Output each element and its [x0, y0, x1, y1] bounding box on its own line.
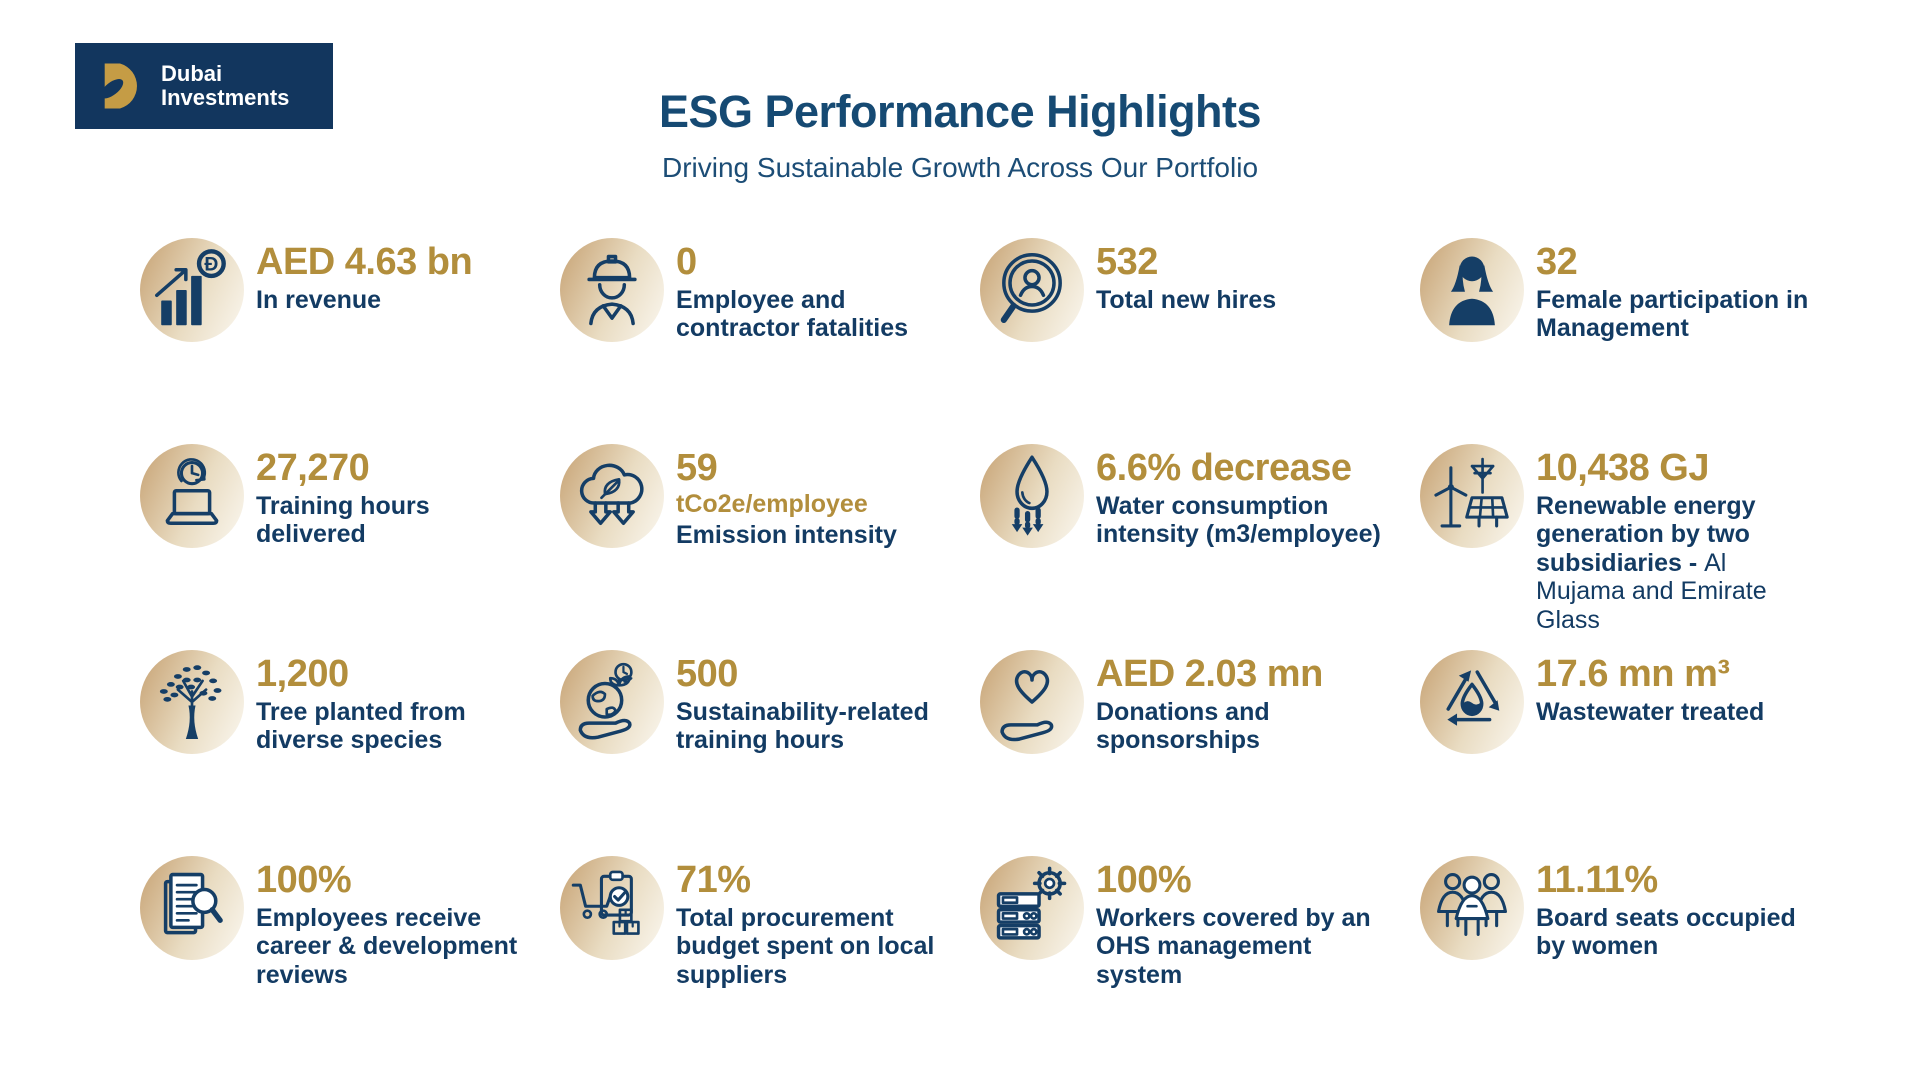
stat-text: AED 4.63 bn In revenue [256, 238, 473, 314]
svg-text:Đ: Đ [204, 254, 218, 276]
women-board-icon [1420, 856, 1524, 960]
stat-value: 100% [1096, 859, 1192, 901]
stat-item-female-participation: 32 Female participation in Management [1420, 238, 1820, 444]
stat-text: 6.6% decrease Water consumption intensit… [1096, 444, 1384, 549]
stat-label: Employee and contractor fatalities [676, 285, 909, 343]
stat-text: 0 Employee and contractor fatalities [676, 238, 964, 343]
stat-label: Workers covered by an OHS management sys… [1096, 903, 1371, 989]
stat-value: 10,438 GJ [1536, 447, 1709, 489]
stat-value: 17.6 mn m³ [1536, 653, 1730, 695]
stat-subvalue: tCo2e/employee [676, 489, 868, 518]
dubai-investments-logo: Dubai Investments [75, 43, 333, 129]
stat-text: 532 Total new hires [1096, 238, 1276, 314]
stat-item-fatalities: 0 Employee and contractor fatalities [560, 238, 980, 444]
page-title: ESG Performance Highlights [658, 86, 1262, 137]
tree-icon [140, 650, 244, 754]
stat-value: 71% [676, 859, 751, 901]
stat-label: Total procurement budget spent on local … [676, 903, 935, 989]
stat-item-renewable-energy: 10,438 GJ Renewable energy generation by… [1420, 444, 1820, 650]
stat-value: 32 [1536, 241, 1578, 283]
stat-label: Renewable energy generation by two subsi… [1536, 492, 1820, 635]
stat-text: 100% Employees receive career & developm… [256, 856, 544, 989]
career-review-icon [140, 856, 244, 960]
stat-text: 32 Female participation in Management [1536, 238, 1820, 343]
stat-item-donations: AED 2.03 mn Donations and sponsorships [980, 650, 1420, 856]
stat-label: In revenue [256, 285, 382, 314]
stat-item-wastewater: 17.6 mn m³ Wastewater treated [1420, 650, 1820, 856]
stat-value: AED 2.03 mn [1096, 653, 1323, 695]
stat-text: 1,200 Tree planted from diverse species [256, 650, 544, 755]
emission-cloud-icon [560, 444, 664, 548]
stat-item-revenue: Đ AED 4.63 bn In revenue [140, 238, 560, 444]
stat-label: Training hours delivered [256, 491, 430, 549]
stat-label: Total new hires [1096, 285, 1277, 314]
stat-item-new-hires: 532 Total new hires [980, 238, 1420, 444]
stat-value: 0 [676, 241, 697, 283]
stat-item-training-hours: 27,270 Training hours delivered [140, 444, 560, 650]
stat-label: Donations and sponsorships [1096, 697, 1270, 755]
wastewater-recycle-icon [1420, 650, 1524, 754]
stat-value: 100% [256, 859, 352, 901]
stat-text: 10,438 GJ Renewable energy generation by… [1536, 444, 1820, 634]
stat-label-bold: Renewable energy generation by two subsi… [1536, 491, 1756, 577]
page-subtitle: Driving Sustainable Growth Across Our Po… [661, 152, 1259, 183]
stat-label: Wastewater treated [1536, 697, 1765, 726]
ohs-management-icon [980, 856, 1084, 960]
stat-value: 11.11% [1536, 859, 1658, 901]
stat-item-career-reviews: 100% Employees receive career & developm… [140, 856, 560, 1062]
stat-text: 71% Total procurement budget spent on lo… [676, 856, 964, 989]
stat-item-procurement: 71% Total procurement budget spent on lo… [560, 856, 980, 1062]
stat-label: Sustainability-related training hours [676, 697, 929, 755]
stat-value: 1,200 [256, 653, 349, 695]
dubai-investments-logo-mark-icon [93, 59, 147, 113]
stat-text: 11.11% Board seats occupied by women [1536, 856, 1820, 961]
logo-text: Dubai Investments [161, 62, 289, 110]
stat-label: Employees receive career & development r… [256, 903, 518, 989]
stat-value: 500 [676, 653, 738, 695]
stat-value: 59 [676, 447, 718, 489]
construction-worker-icon [560, 238, 664, 342]
stat-label-regular: Al Mujama and Emirate Glass [1536, 548, 1767, 634]
stat-item-water-consumption: 6.6% decrease Water consumption intensit… [980, 444, 1420, 650]
stat-value: AED 4.63 bn [256, 241, 473, 283]
female-silhouette-icon [1420, 238, 1524, 342]
stat-text: 27,270 Training hours delivered [256, 444, 544, 549]
stat-item-ohs-coverage: 100% Workers covered by an OHS managemen… [980, 856, 1420, 1062]
revenue-growth-icon: Đ [140, 238, 244, 342]
renewable-energy-icon [1420, 444, 1524, 548]
logo-line1: Dubai [161, 61, 223, 87]
stat-label: Board seats occupied by women [1536, 903, 1796, 961]
stat-item-emission-intensity: 59 tCo2e/employee Emission intensity [560, 444, 980, 650]
stat-text: 500 Sustainability-related training hour… [676, 650, 964, 755]
new-hires-search-icon [980, 238, 1084, 342]
stat-text: 17.6 mn m³ Wastewater treated [1536, 650, 1764, 726]
stat-label: Water consumption intensity (m3/employee… [1096, 491, 1381, 549]
stat-text: 59 tCo2e/employee Emission intensity [676, 444, 897, 550]
stat-value: 532 [1096, 241, 1158, 283]
stat-item-sustainability-training: 500 Sustainability-related training hour… [560, 650, 980, 856]
stat-item-trees-planted: 1,200 Tree planted from diverse species [140, 650, 560, 856]
stat-item-board-seats: 11.11% Board seats occupied by women [1420, 856, 1820, 1062]
hand-heart-icon [980, 650, 1084, 754]
stat-value: 27,270 [256, 447, 370, 489]
stat-label: Emission intensity [676, 521, 897, 550]
stat-value: 6.6% decrease [1096, 447, 1352, 489]
stat-label: Tree planted from diverse species [256, 697, 466, 755]
stats-grid: Đ AED 4.63 bn In revenue 0 Employee and … [140, 238, 1820, 1062]
stat-text: 100% Workers covered by an OHS managemen… [1096, 856, 1384, 989]
procurement-cart-icon [560, 856, 664, 960]
stat-label: Female participation in Management [1536, 285, 1809, 343]
sustainability-globe-icon [560, 650, 664, 754]
stat-text: AED 2.03 mn Donations and sponsorships [1096, 650, 1384, 755]
logo-line2: Investments [161, 85, 290, 110]
training-laptop-icon [140, 444, 244, 548]
water-drop-icon [980, 444, 1084, 548]
